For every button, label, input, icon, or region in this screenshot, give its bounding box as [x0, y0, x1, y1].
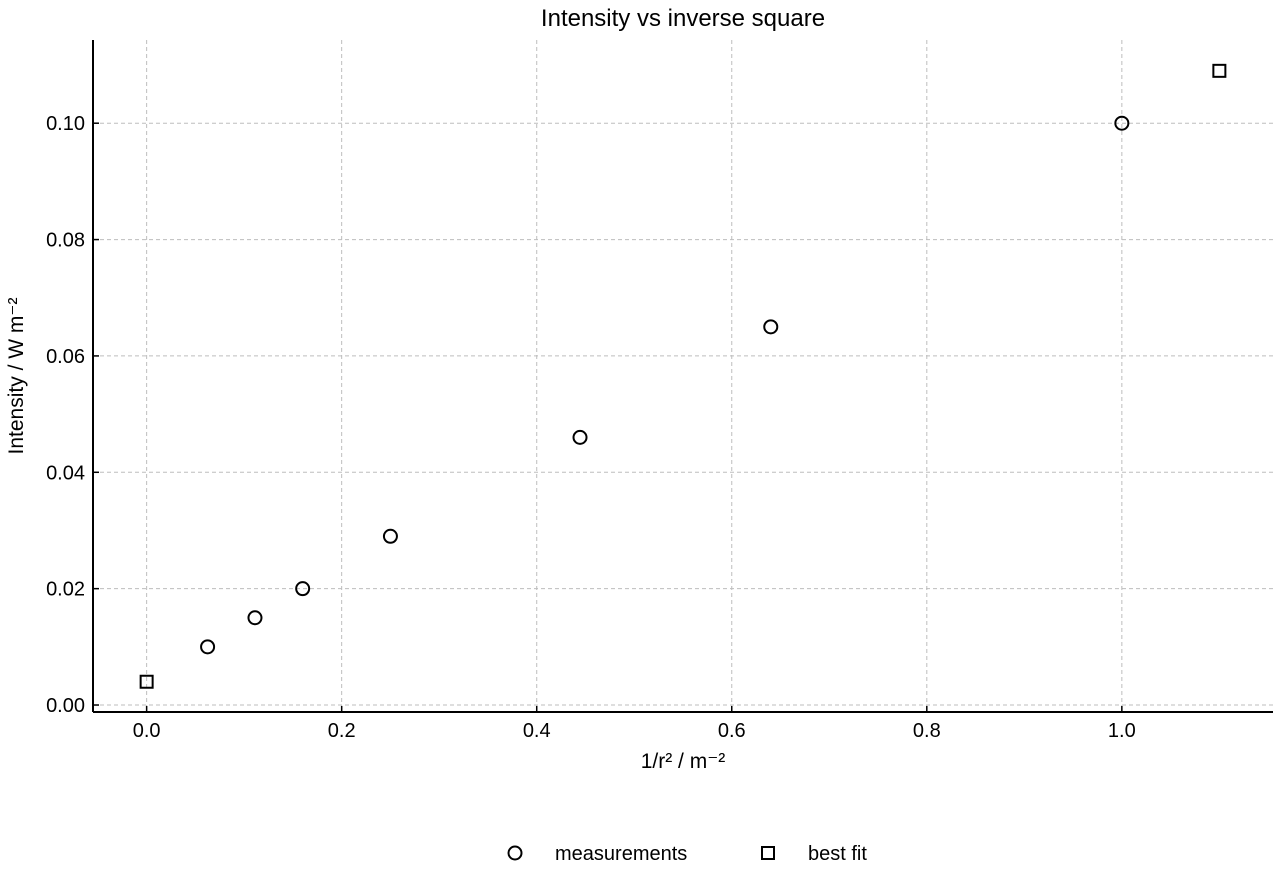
chart-title: Intensity vs inverse square — [541, 5, 825, 32]
x-tick-label: 0.6 — [718, 720, 746, 742]
x-tick-label: 0.2 — [328, 720, 356, 742]
y-tick-label: 0.02 — [46, 579, 85, 601]
data-points — [139, 63, 1227, 689]
legend-square-marker — [761, 846, 775, 860]
x-tick-label: 0.4 — [523, 720, 551, 742]
measurement-point — [763, 319, 779, 335]
y-tick-label: 0.06 — [46, 346, 85, 368]
legend-item-best-fit: best fit — [761, 843, 867, 865]
measurement-point — [247, 610, 263, 626]
measurement-point — [572, 429, 588, 445]
x-tick-label: 0.0 — [133, 720, 161, 742]
x-axis-label: 1/r² / m⁻² — [641, 750, 726, 773]
measurement-point — [1114, 115, 1130, 131]
x-tick-label: 1.0 — [1108, 720, 1136, 742]
measurement-point — [382, 528, 398, 544]
y-tick-label: 0.08 — [46, 230, 85, 252]
legend-label-best-fit: best fit — [808, 843, 867, 865]
x-tick-label: 0.8 — [913, 720, 941, 742]
legend-label-measurements: measurements — [555, 843, 687, 865]
legend-circle-marker — [507, 845, 523, 861]
y-tick-label: 0.10 — [46, 113, 85, 135]
best-fit-point — [1212, 63, 1227, 78]
best-fit-point — [139, 674, 154, 689]
legend: measurements best fit — [507, 843, 867, 865]
tick-labels: 0.0 0.2 0.4 0.6 0.8 1.0 0.00 0.02 0.04 0.06 0.08 0.… — [46, 113, 1136, 742]
grid-lines — [93, 40, 1273, 712]
measurement-point — [200, 639, 216, 655]
legend-item-measurements: measurements — [507, 843, 687, 865]
axes — [92, 40, 1273, 713]
y-tick-label: 0.04 — [46, 462, 85, 484]
y-axis-label: Intensity / W m⁻² — [5, 298, 28, 455]
y-tick-label: 0.00 — [46, 695, 85, 717]
measurement-point — [295, 581, 311, 597]
